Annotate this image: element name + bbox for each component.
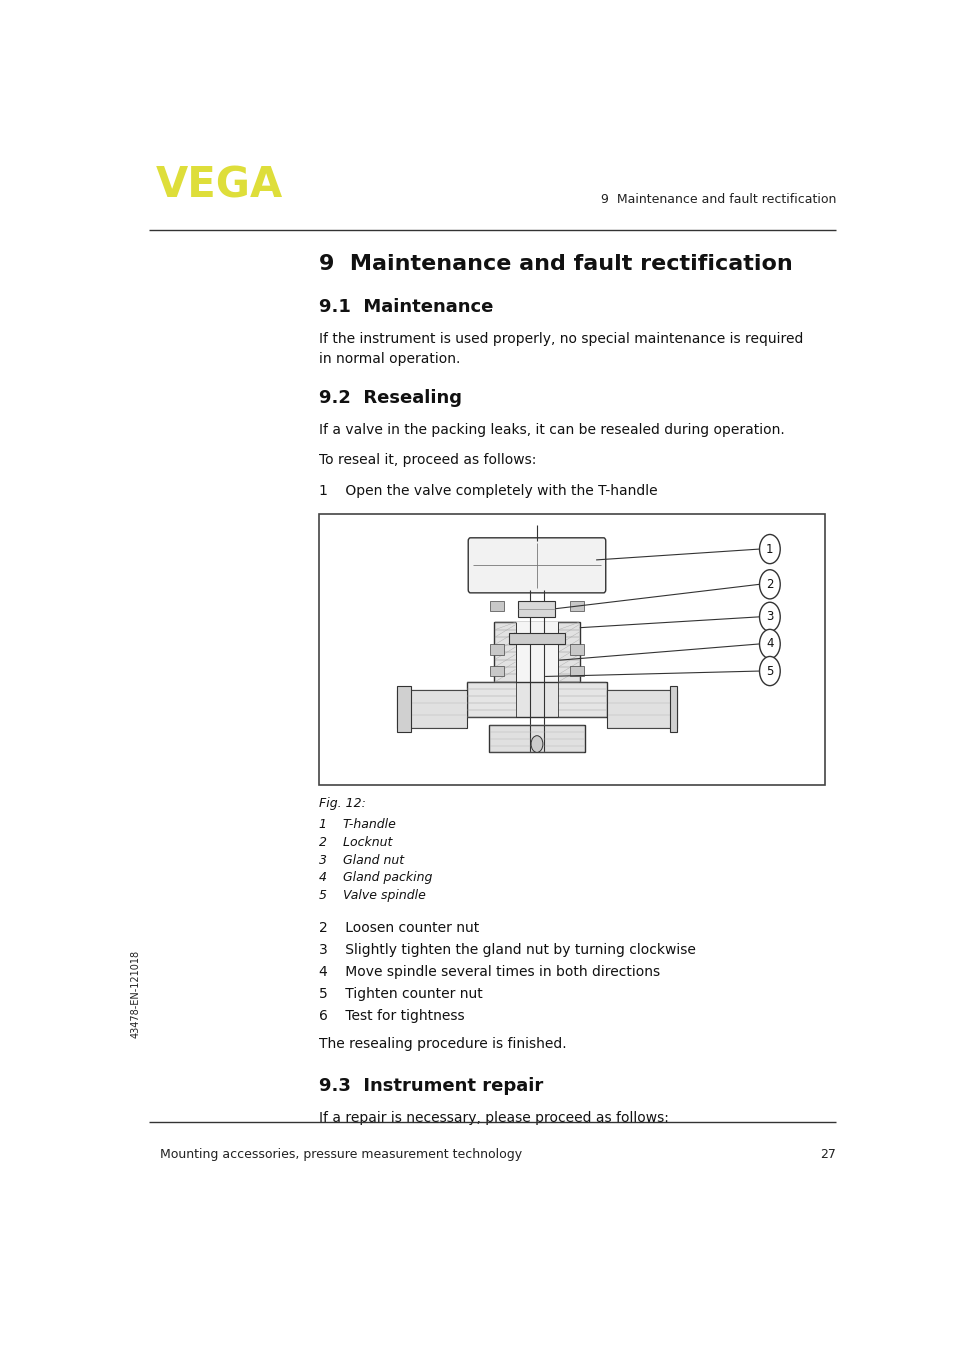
Bar	[318, 513, 824, 785]
Text: 5    Tighten counter nut: 5 Tighten counter nut	[318, 987, 482, 1001]
Bar	[516, 623, 558, 682]
Circle shape	[759, 570, 780, 598]
Text: 6    Test for tightness: 6 Test for tightness	[318, 1009, 464, 1024]
Text: 3: 3	[765, 611, 773, 623]
Text: 27: 27	[820, 1148, 836, 1160]
Bar	[396, 691, 466, 727]
Circle shape	[759, 535, 780, 563]
Text: 9.2  Resealing: 9.2 Resealing	[318, 389, 461, 406]
Text: If the instrument is used properly, no special maintenance is required: If the instrument is used properly, no s…	[318, 333, 802, 347]
Text: Mounting accessories, pressure measurement technology: Mounting accessories, pressure measureme…	[160, 1148, 521, 1160]
Bar	[508, 634, 564, 645]
Text: 2    Loosen counter nut: 2 Loosen counter nut	[318, 922, 478, 936]
Text: 1    Open the valve completely with the T-handle: 1 Open the valve completely with the T-h…	[318, 483, 657, 497]
Text: If a repair is necessary, please proceed as follows:: If a repair is necessary, please proceed…	[318, 1112, 668, 1125]
Bar	[490, 601, 503, 611]
Text: 2    Locknut: 2 Locknut	[318, 835, 392, 849]
Text: 5: 5	[765, 665, 773, 677]
Text: The resealing procedure is finished.: The resealing procedure is finished.	[318, 1037, 566, 1051]
Text: 9.3  Instrument repair: 9.3 Instrument repair	[318, 1076, 542, 1095]
Circle shape	[759, 630, 780, 658]
Text: 9.1  Maintenance: 9.1 Maintenance	[318, 298, 493, 315]
Text: 1    T-handle: 1 T-handle	[318, 818, 395, 831]
Circle shape	[759, 603, 780, 631]
Text: 4: 4	[765, 638, 773, 650]
Text: 5    Valve spindle: 5 Valve spindle	[318, 890, 425, 902]
Text: 4    Move spindle several times in both directions: 4 Move spindle several times in both dir…	[318, 965, 659, 979]
Bar	[606, 691, 677, 727]
Text: 3    Gland nut: 3 Gland nut	[318, 854, 403, 867]
Text: If a valve in the packing leaks, it can be resealed during operation.: If a valve in the packing leaks, it can …	[318, 424, 783, 437]
Bar	[490, 645, 503, 654]
Bar	[570, 645, 583, 654]
Circle shape	[759, 657, 780, 685]
Circle shape	[531, 735, 542, 753]
Bar	[669, 685, 677, 733]
Bar	[518, 601, 555, 617]
Bar	[490, 666, 503, 676]
Text: in normal operation.: in normal operation.	[318, 352, 459, 366]
Text: 4    Gland packing: 4 Gland packing	[318, 872, 432, 884]
Text: 9  Maintenance and fault rectification: 9 Maintenance and fault rectification	[600, 194, 836, 206]
Bar	[396, 685, 411, 733]
Text: 2: 2	[765, 578, 773, 590]
Bar	[488, 726, 584, 753]
Text: 9  Maintenance and fault rectification: 9 Maintenance and fault rectification	[318, 255, 792, 275]
Text: 1: 1	[765, 543, 773, 555]
Text: To reseal it, proceed as follows:: To reseal it, proceed as follows:	[318, 454, 536, 467]
Text: 43478-EN-121018: 43478-EN-121018	[131, 951, 140, 1039]
Text: VEGA: VEGA	[156, 164, 283, 206]
Text: Fig. 12:: Fig. 12:	[318, 798, 365, 811]
Bar	[570, 666, 583, 676]
Text: 3    Slightly tighten the gland nut by turning clockwise: 3 Slightly tighten the gland nut by turn…	[318, 944, 695, 957]
Bar	[570, 601, 583, 611]
Bar	[494, 623, 579, 682]
FancyBboxPatch shape	[468, 538, 605, 593]
Bar	[466, 682, 606, 718]
